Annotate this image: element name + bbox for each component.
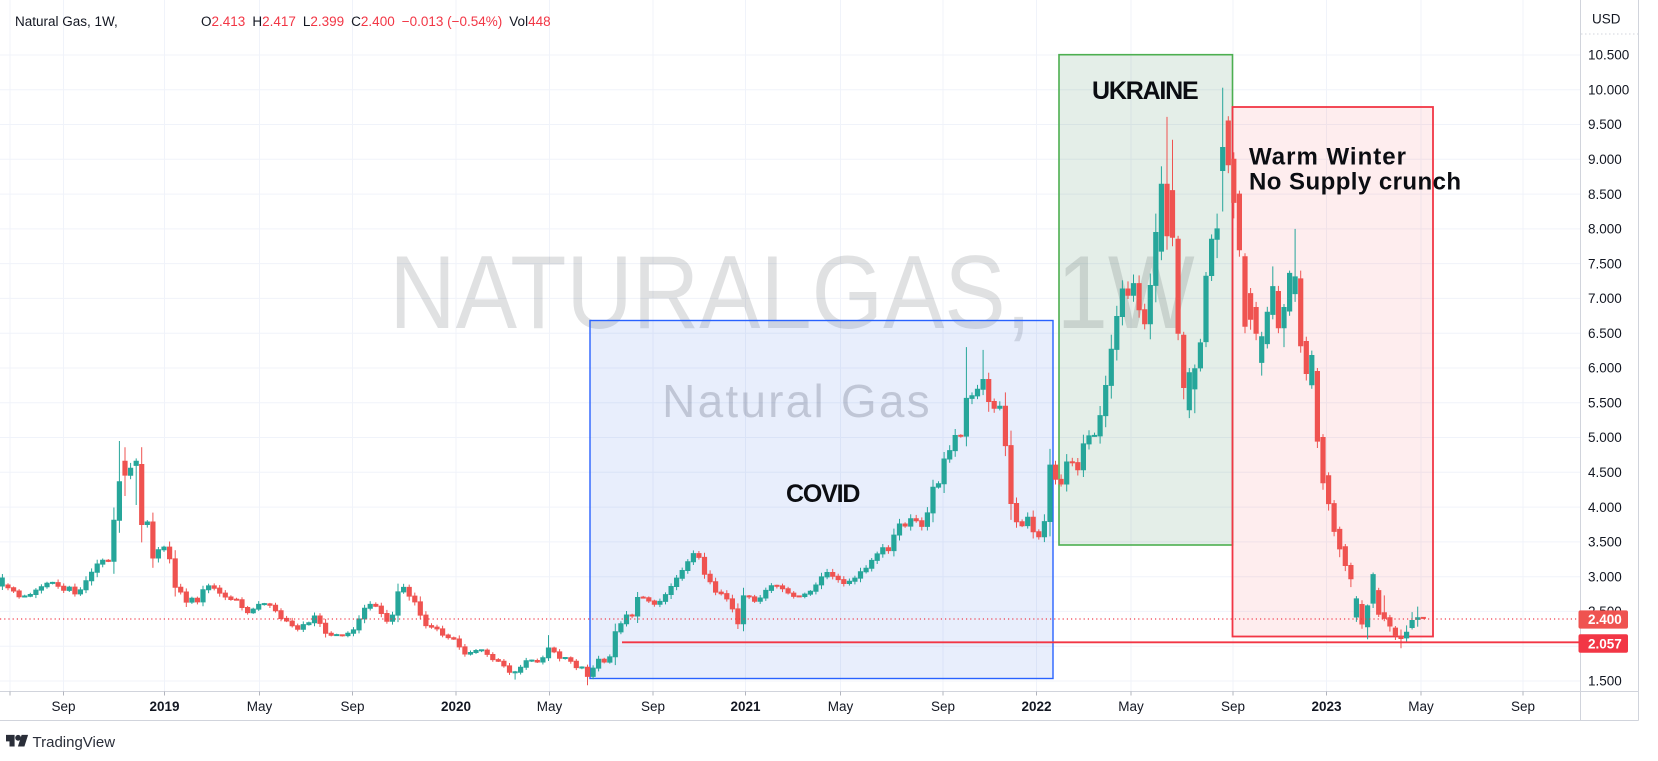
svg-text:2023: 2023 bbox=[1311, 699, 1342, 714]
svg-text:May: May bbox=[247, 699, 273, 714]
svg-text:Sep: Sep bbox=[340, 699, 364, 714]
svg-text:2022: 2022 bbox=[1021, 699, 1051, 714]
svg-text:Natural Gas: Natural Gas bbox=[662, 375, 932, 427]
svg-text:7.000: 7.000 bbox=[1588, 291, 1622, 306]
svg-text:Warm Winter: Warm Winter bbox=[1249, 144, 1407, 171]
svg-text:2.057: 2.057 bbox=[1588, 636, 1622, 651]
svg-text:2020: 2020 bbox=[441, 699, 471, 714]
svg-text:8.000: 8.000 bbox=[1588, 222, 1622, 237]
svg-text:2021: 2021 bbox=[730, 699, 761, 714]
svg-text:Sep: Sep bbox=[641, 699, 665, 714]
svg-text:10.500: 10.500 bbox=[1588, 48, 1629, 63]
svg-text:8.500: 8.500 bbox=[1588, 187, 1622, 202]
svg-text:UKRAINE: UKRAINE bbox=[1092, 77, 1198, 105]
svg-text:May: May bbox=[537, 699, 563, 714]
svg-text:May: May bbox=[828, 699, 854, 714]
svg-text:May: May bbox=[1118, 699, 1144, 714]
svg-text:1.500: 1.500 bbox=[1588, 674, 1622, 689]
svg-text:5.000: 5.000 bbox=[1588, 430, 1622, 445]
svg-text:COVID: COVID bbox=[786, 480, 859, 508]
svg-text:10.000: 10.000 bbox=[1588, 82, 1629, 97]
svg-text:3.000: 3.000 bbox=[1588, 569, 1622, 584]
svg-text:9.500: 9.500 bbox=[1588, 117, 1622, 132]
svg-text:9.000: 9.000 bbox=[1588, 152, 1622, 167]
svg-text:2019: 2019 bbox=[149, 699, 179, 714]
svg-text:3.500: 3.500 bbox=[1588, 535, 1622, 550]
svg-text:No Supply crunch: No Supply crunch bbox=[1249, 169, 1462, 196]
svg-text:USD: USD bbox=[1592, 12, 1621, 27]
svg-text:7.500: 7.500 bbox=[1588, 256, 1622, 271]
svg-text:NATURALGAS, 1W: NATURALGAS, 1W bbox=[389, 234, 1195, 351]
svg-text:4.000: 4.000 bbox=[1588, 500, 1622, 515]
svg-text:6.000: 6.000 bbox=[1588, 361, 1622, 376]
svg-text:Sep: Sep bbox=[931, 699, 955, 714]
svg-text:Natural Gas, 1W,: Natural Gas, 1W, bbox=[15, 14, 118, 29]
svg-text:4.500: 4.500 bbox=[1588, 465, 1622, 480]
svg-text:Sep: Sep bbox=[51, 699, 75, 714]
svg-text:6.500: 6.500 bbox=[1588, 326, 1622, 341]
svg-text:5.500: 5.500 bbox=[1588, 396, 1622, 411]
svg-text:TradingView: TradingView bbox=[33, 734, 116, 751]
svg-text:Sep: Sep bbox=[1221, 699, 1245, 714]
svg-text:2.400: 2.400 bbox=[1588, 612, 1622, 627]
svg-text:Sep: Sep bbox=[1511, 699, 1535, 714]
svg-text:May: May bbox=[1408, 699, 1434, 714]
